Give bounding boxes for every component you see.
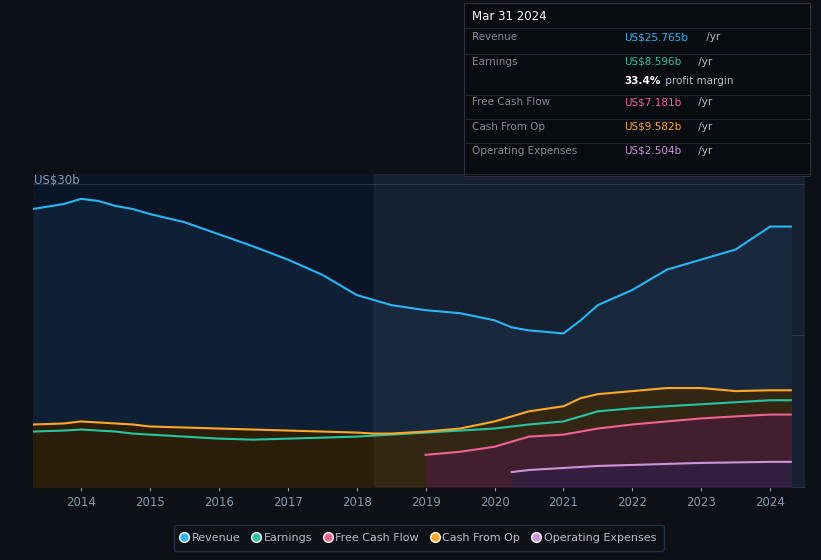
Text: US$25.765b: US$25.765b [624,32,688,43]
Text: US$30b: US$30b [34,174,80,186]
Bar [374,174,805,487]
Text: US$8.596b: US$8.596b [624,57,681,67]
Text: /yr: /yr [703,32,720,43]
Text: /yr: /yr [695,97,713,108]
Text: profit margin: profit margin [662,76,733,86]
Legend: Revenue, Earnings, Free Cash Flow, Cash From Op, Operating Expenses: Revenue, Earnings, Free Cash Flow, Cash … [174,525,663,550]
Text: US$7.181b: US$7.181b [624,97,681,108]
Text: Mar 31 2024: Mar 31 2024 [472,10,547,23]
Text: Revenue: Revenue [472,32,517,43]
Text: /yr: /yr [695,122,713,132]
Text: US$2.504b: US$2.504b [624,146,681,156]
Text: 33.4%: 33.4% [624,76,660,86]
Text: Operating Expenses: Operating Expenses [472,146,577,156]
Text: Cash From Op: Cash From Op [472,122,545,132]
Text: US$9.582b: US$9.582b [624,122,681,132]
Text: /yr: /yr [695,57,713,67]
Text: Earnings: Earnings [472,57,517,67]
Text: US$0: US$0 [34,468,65,481]
Text: /yr: /yr [695,146,713,156]
Text: Free Cash Flow: Free Cash Flow [472,97,550,108]
